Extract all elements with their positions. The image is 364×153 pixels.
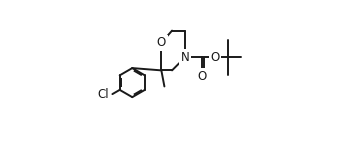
Text: Cl: Cl	[97, 88, 108, 101]
Text: O: O	[197, 70, 206, 83]
Text: O: O	[210, 51, 219, 64]
Text: N: N	[181, 51, 189, 64]
Text: O: O	[157, 36, 166, 49]
